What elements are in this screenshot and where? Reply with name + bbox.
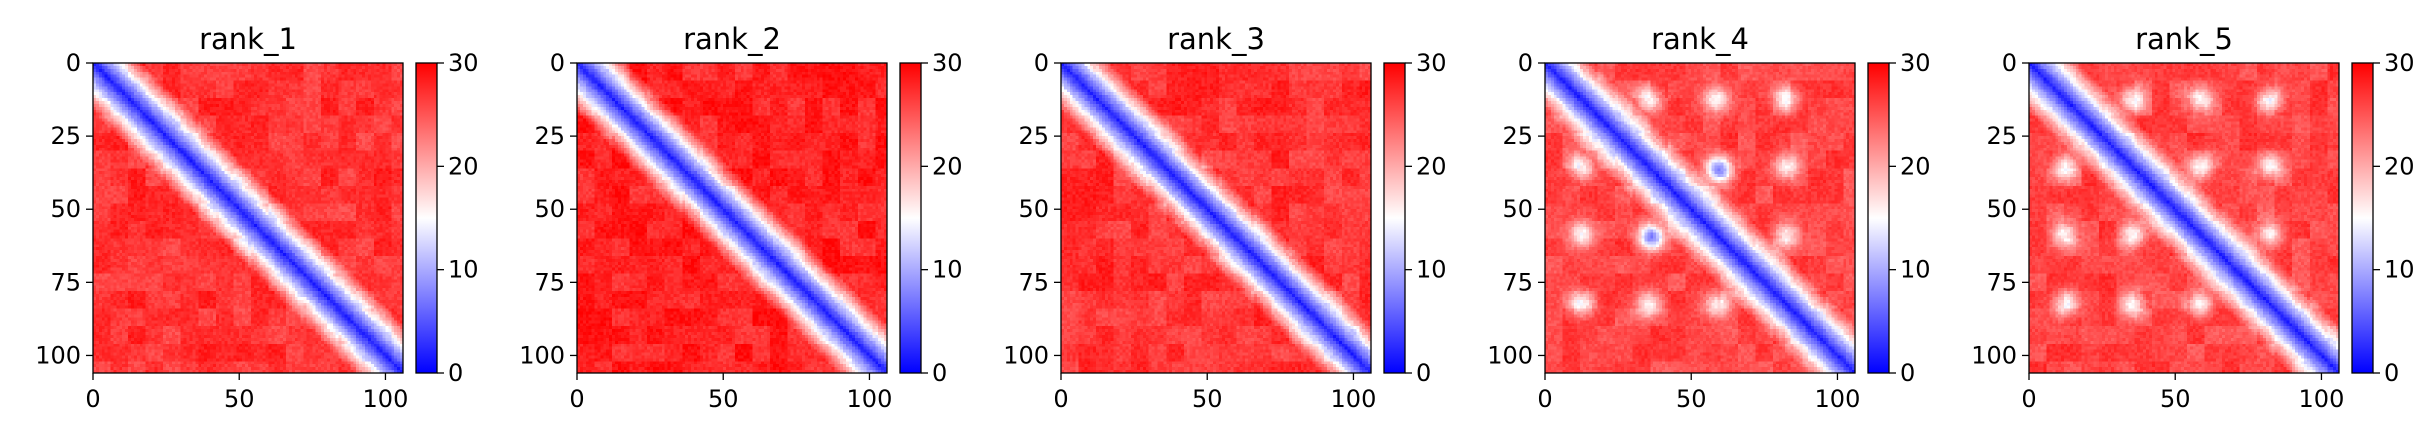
y-tick-label: 25	[1018, 122, 1049, 150]
plot-frame	[2028, 62, 2340, 374]
y-tick-label: 25	[534, 122, 565, 150]
colorbar-tick-label: 20	[2384, 152, 2415, 180]
panel-title: rank_2	[683, 22, 781, 56]
panel-title: rank_4	[1651, 22, 1749, 56]
y-tick-label: 25	[50, 122, 81, 150]
colorbar-tick-label: 30	[1416, 49, 1447, 77]
colorbar-tick-label: 20	[448, 152, 479, 180]
colorbar-tick-label: 10	[1900, 256, 1931, 284]
x-tick-label: 100	[847, 385, 893, 413]
y-tick-label: 75	[1502, 268, 1533, 296]
x-tick-label: 50	[708, 385, 739, 413]
y-tick-label: 0	[2002, 49, 2017, 77]
x-tick-label: 100	[363, 385, 409, 413]
heatmap-image	[577, 63, 887, 373]
y-tick-label: 50	[1018, 195, 1049, 223]
x-tick-label: 100	[1331, 385, 1377, 413]
colorbar-tick-label: 10	[932, 256, 963, 284]
y-tick-label: 100	[1487, 341, 1533, 369]
y-tick-label: 0	[66, 49, 81, 77]
colorbar	[899, 62, 922, 374]
colorbar	[415, 62, 438, 374]
y-tick-label: 100	[35, 341, 81, 369]
colorbar-tick-label: 10	[448, 256, 479, 284]
colorbar-tick-label: 20	[932, 152, 963, 180]
y-tick-label: 50	[1986, 195, 2017, 223]
y-tick-label: 25	[1502, 122, 1533, 150]
y-tick-label: 0	[550, 49, 565, 77]
y-tick-label: 25	[1986, 122, 2017, 150]
colorbar-tick-label: 0	[1416, 359, 1431, 387]
y-tick-label: 75	[1018, 268, 1049, 296]
y-tick-label: 0	[1518, 49, 1533, 77]
heatmap-image	[93, 63, 403, 373]
y-tick-label: 100	[519, 341, 565, 369]
colorbar-tick-label: 20	[1900, 152, 1931, 180]
x-tick-label: 0	[2021, 385, 2036, 413]
colorbar-tick-label: 30	[2384, 49, 2415, 77]
x-tick-label: 100	[2299, 385, 2345, 413]
colorbar-tick-label: 0	[932, 359, 947, 387]
x-tick-label: 100	[1815, 385, 1861, 413]
y-tick-label: 50	[534, 195, 565, 223]
x-tick-label: 0	[569, 385, 584, 413]
panel-title: rank_1	[199, 22, 297, 56]
colorbar-tick-label: 30	[448, 49, 479, 77]
x-tick-label: 0	[85, 385, 100, 413]
plot-frame	[92, 62, 404, 374]
colorbar-tick-label: 0	[448, 359, 463, 387]
heatmap-image	[2029, 63, 2339, 373]
plot-frame	[576, 62, 888, 374]
y-tick-label: 50	[50, 195, 81, 223]
colorbar-tick-label: 10	[2384, 256, 2415, 284]
y-tick-label: 50	[1502, 195, 1533, 223]
colorbar-tick-label: 30	[1900, 49, 1931, 77]
y-tick-label: 75	[50, 268, 81, 296]
x-tick-label: 50	[224, 385, 255, 413]
colorbar-tick-label: 20	[1416, 152, 1447, 180]
colorbar	[1867, 62, 1890, 374]
colorbar	[2351, 62, 2374, 374]
y-tick-label: 75	[534, 268, 565, 296]
panel-title: rank_5	[2135, 22, 2233, 56]
plot-frame	[1060, 62, 1372, 374]
x-tick-label: 0	[1537, 385, 1552, 413]
y-tick-label: 100	[1971, 341, 2017, 369]
panel-title: rank_3	[1167, 22, 1265, 56]
colorbar-tick-label: 0	[2384, 359, 2399, 387]
colorbar	[1383, 62, 1406, 374]
x-tick-label: 50	[2160, 385, 2191, 413]
x-tick-label: 0	[1053, 385, 1068, 413]
colorbar-tick-label: 10	[1416, 256, 1447, 284]
x-tick-label: 50	[1676, 385, 1707, 413]
x-tick-label: 50	[1192, 385, 1223, 413]
y-tick-label: 100	[1003, 341, 1049, 369]
y-tick-label: 0	[1034, 49, 1049, 77]
plot-frame	[1544, 62, 1856, 374]
y-tick-label: 75	[1986, 268, 2017, 296]
colorbar-tick-label: 0	[1900, 359, 1915, 387]
heatmap-image	[1061, 63, 1371, 373]
heatmap-image	[1545, 63, 1855, 373]
colorbar-tick-label: 30	[932, 49, 963, 77]
